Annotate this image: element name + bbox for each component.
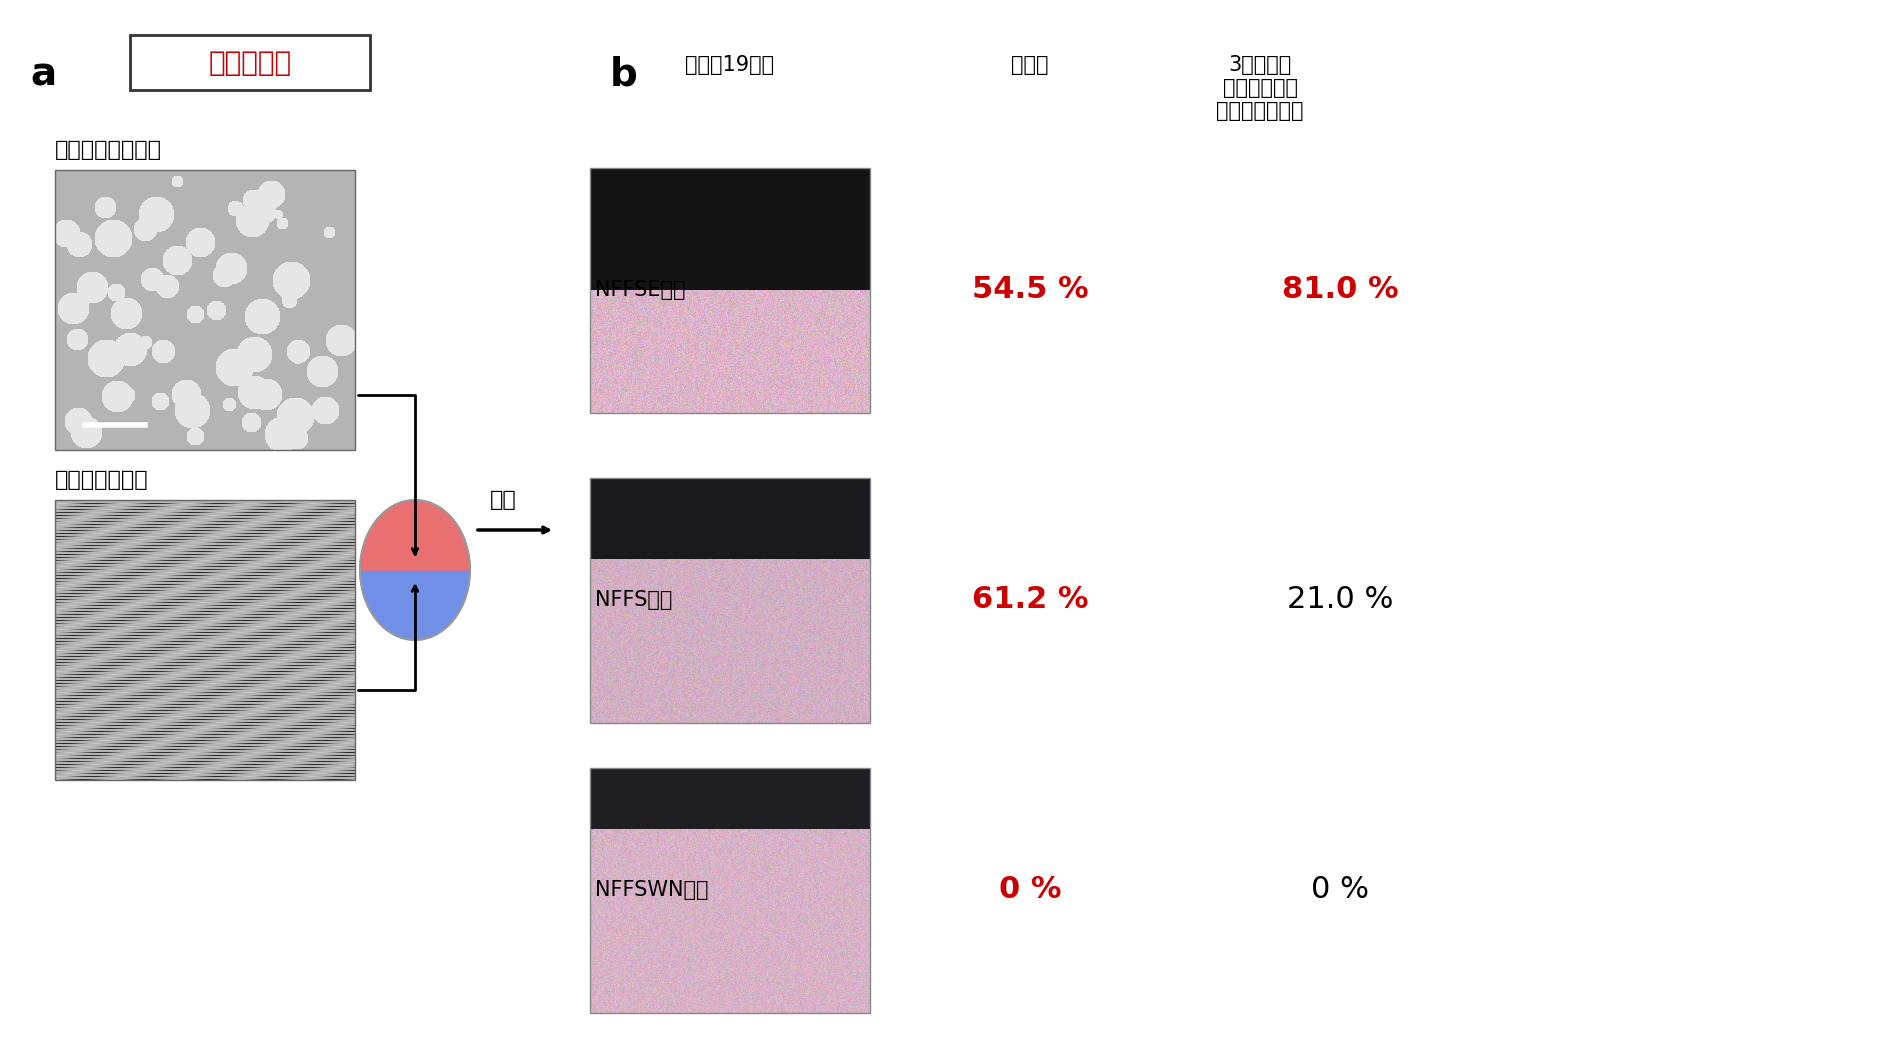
Text: 発毛率: 発毛率 [1011, 55, 1048, 75]
Bar [589, 768, 869, 1013]
Text: b: b [610, 55, 638, 93]
Text: 培養毛乳頭細胞: 培養毛乳頭細胞 [55, 470, 149, 490]
Text: NFFSE培地: NFFSE培地 [595, 280, 686, 299]
Text: NFFSWN培地: NFFSWN培地 [595, 880, 708, 900]
Text: 0 %: 0 % [997, 875, 1062, 905]
Bar [55, 170, 355, 450]
Text: 61.2 %: 61.2 % [971, 585, 1088, 615]
Text: 培養毛包上皮細胞: 培養毛包上皮細胞 [55, 140, 162, 160]
FancyBboxPatch shape [130, 35, 370, 90]
Text: 54.5 %: 54.5 % [971, 275, 1088, 305]
Text: 81.0 %: 81.0 % [1281, 275, 1398, 305]
Text: 3回以上の
毛周期を示す
再生毛包の割合: 3回以上の 毛周期を示す 再生毛包の割合 [1217, 55, 1303, 121]
Bar [589, 168, 869, 413]
Text: a: a [30, 55, 57, 93]
Text: 移植後19日目: 移植後19日目 [686, 55, 774, 75]
Bar [55, 500, 355, 780]
Polygon shape [359, 570, 470, 640]
Text: 0 %: 0 % [1311, 875, 1368, 905]
Text: 21.0 %: 21.0 % [1286, 585, 1392, 615]
Bar [589, 478, 869, 723]
Text: NFFS培地: NFFS培地 [595, 590, 672, 610]
Text: 移植: 移植 [489, 490, 516, 510]
Text: 器官原基法: 器官原基法 [208, 49, 291, 76]
Polygon shape [359, 500, 470, 570]
